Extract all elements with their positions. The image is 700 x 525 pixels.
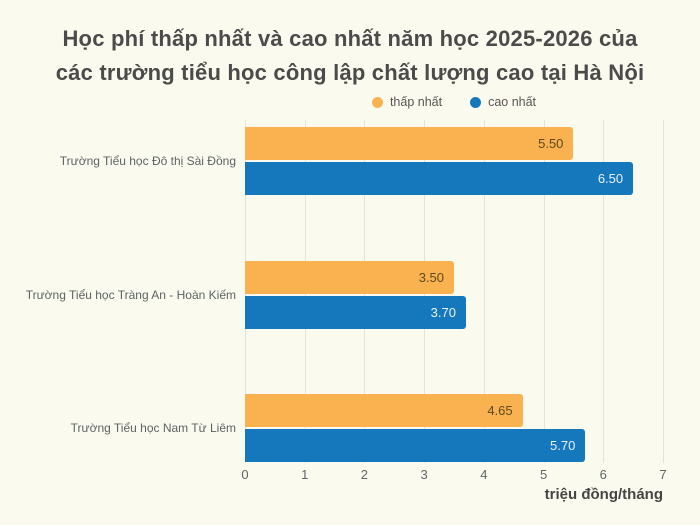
bar-group-2: Trường Tiểu học Nam Từ Liêm 4.65 5.70 <box>71 394 663 462</box>
legend: thấp nhất cao nhất <box>245 92 663 112</box>
bar-value-label: 6.50 <box>597 171 624 186</box>
bar-cao-nhat-0: 6.50 <box>245 162 634 195</box>
bar-group-0: Trường Tiểu học Đô thị Sài Đồng 5.50 6.50 <box>60 127 663 195</box>
legend-item-cao-nhat[interactable]: cao nhất <box>470 95 536 109</box>
category-label-0: Trường Tiểu học Đô thị Sài Đồng <box>59 154 236 168</box>
gridline-x-5 <box>543 120 545 463</box>
legend-item-thap-nhat[interactable]: thấp nhất <box>371 95 443 109</box>
x-tick-label-7: 7 <box>659 467 667 482</box>
x-tick-label-0: 0 <box>241 467 249 482</box>
bar-value-label: 5.50 <box>538 136 564 151</box>
bar-value-label: 3.70 <box>430 305 456 320</box>
category-label-1: Trường Tiểu học Tràng An - Hoàn Kiếm <box>25 288 236 302</box>
bar-value-label: 3.50 <box>418 270 444 285</box>
chart-title: Học phí thấp nhất và cao nhất năm học 20… <box>0 22 700 90</box>
x-tick-label-5: 5 <box>539 467 548 482</box>
gridline-x-6 <box>603 120 605 463</box>
category-label-2: Trường Tiểu học Nam Từ Liêm <box>70 421 236 435</box>
x-tick-label-4: 4 <box>480 467 488 482</box>
legend-label-cao-nhat: cao nhất <box>488 95 537 109</box>
bar-value-label: 5.70 <box>550 438 576 453</box>
chart-title-line1: Học phí thấp nhất và cao nhất năm học 20… <box>62 26 638 51</box>
x-tick-label-2: 2 <box>360 467 369 482</box>
x-tick-label-1: 1 <box>301 467 309 482</box>
gridline-x-7 <box>663 120 664 463</box>
x-tick-label-6: 6 <box>599 467 607 482</box>
legend-swatch-thap-nhat-icon <box>371 96 383 108</box>
bar-cao-nhat-1: 3.70 <box>245 296 466 329</box>
legend-swatch-cao-nhat-icon <box>470 96 482 108</box>
x-tick-label-3: 3 <box>420 467 428 482</box>
gridline-x-4 <box>483 120 485 463</box>
bar-value-label: 4.65 <box>487 403 513 418</box>
bar-thap-nhat-2: 4.65 <box>245 394 523 427</box>
bar-thap-nhat-0: 5.50 <box>245 127 574 160</box>
chart-title-line2: các trường tiểu học công lập chất lượng … <box>55 60 645 85</box>
bar-group-1: Trường Tiểu học Tràng An - Hoàn Kiếm 3.50… <box>26 261 663 329</box>
bar-cao-nhat-2: 5.70 <box>245 429 586 462</box>
plot-area: 0 1 2 3 4 5 6 7 Trường Tiểu học Đô thị Sài Đồng 5… <box>26 120 667 482</box>
bar-thap-nhat-1: 3.50 <box>245 261 454 294</box>
legend-label-thap-nhat: thấp nhất <box>389 95 443 109</box>
x-axis-unit-label: triệu đồng/tháng <box>544 486 663 503</box>
